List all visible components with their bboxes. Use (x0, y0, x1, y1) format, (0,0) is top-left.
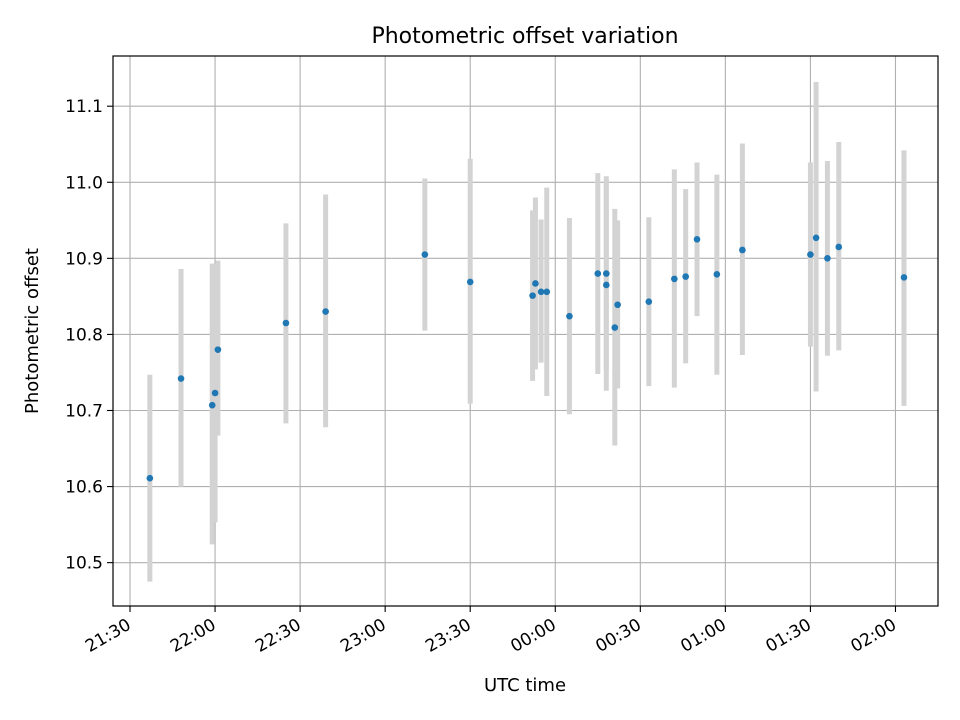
data-point (645, 298, 653, 306)
data-point (614, 301, 621, 309)
data-point (835, 243, 843, 251)
data-point (177, 375, 185, 382)
y-axis-label: Photometric offset (22, 248, 43, 414)
data-point (532, 280, 539, 287)
data-point (466, 278, 474, 286)
data-point (146, 474, 154, 482)
data-point (208, 401, 216, 409)
y-tick-label: 10.8 (65, 325, 103, 345)
data-point (611, 324, 619, 331)
data-point (682, 273, 689, 280)
data-points (146, 234, 908, 482)
data-point (739, 246, 746, 254)
data-point (282, 319, 290, 327)
y-tick-label: 10.7 (65, 401, 103, 421)
data-point (421, 251, 429, 258)
data-point (812, 234, 820, 242)
y-tick-label: 11.1 (65, 97, 103, 117)
data-point (824, 255, 831, 262)
data-point (671, 275, 678, 283)
y-tick-label: 11.0 (65, 173, 103, 193)
data-point (602, 281, 610, 289)
plot-frame (112, 55, 939, 607)
data-point (713, 271, 721, 278)
y-tick-label: 10.5 (65, 554, 103, 574)
data-point (322, 308, 329, 315)
data-point (566, 312, 573, 320)
x-axis-label: UTC time (484, 675, 566, 696)
data-point (900, 274, 908, 281)
data-point (537, 288, 545, 296)
chart-title: Photometric offset variation (371, 24, 678, 49)
y-tick-label: 10.6 (65, 478, 103, 498)
data-point (211, 389, 219, 397)
data-point (214, 346, 222, 353)
data-point (602, 270, 610, 277)
data-point (594, 270, 602, 277)
data-point (543, 288, 551, 296)
y-axis-ticks: 10.5 10.6 10.7 10.8 10.9 11.0 11.1 (65, 97, 113, 574)
y-tick-label: 10.9 (65, 249, 103, 269)
data-point (529, 292, 536, 299)
data-point (807, 251, 814, 258)
data-point (693, 236, 701, 243)
grid-lines (113, 56, 938, 606)
